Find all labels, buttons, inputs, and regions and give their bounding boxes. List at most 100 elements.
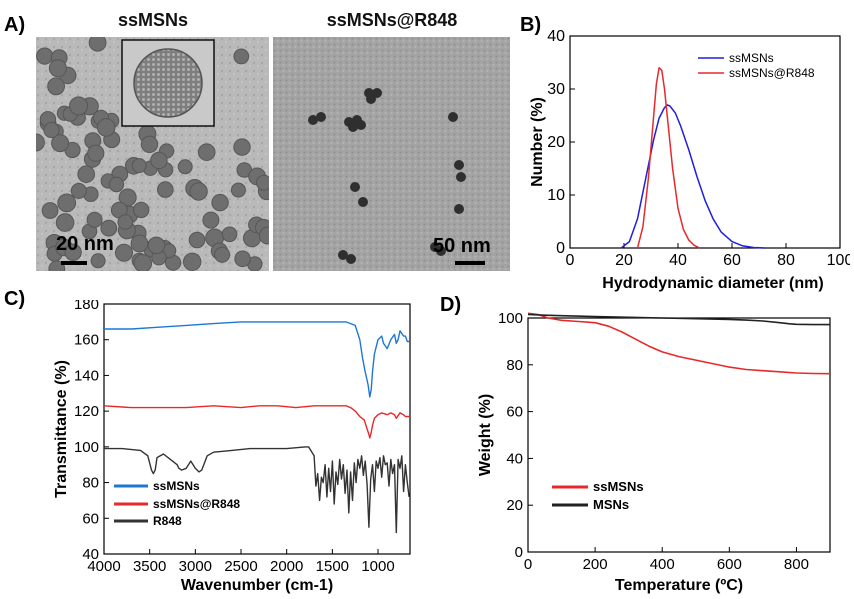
tem-particle <box>183 252 202 271</box>
y-axis-label: Transmittance (%) <box>53 360 70 498</box>
tem-particle <box>118 188 137 207</box>
y-tick-label: 0 <box>556 240 565 257</box>
tem-particle <box>233 48 250 65</box>
scale-bar-label-right: 50 nm <box>433 235 491 257</box>
x-tick-label: 1000 <box>361 558 394 575</box>
x-tick-label: 2000 <box>270 558 303 575</box>
y-tick-label: 10 <box>547 187 565 204</box>
tem-particle <box>358 197 368 207</box>
x-tick-label: 0 <box>524 556 532 573</box>
tem-particle <box>87 144 105 162</box>
x-tick-label: 3500 <box>133 558 166 575</box>
tem-particle <box>51 134 70 153</box>
tem-image-ssmsns-svg <box>36 37 269 271</box>
tem-particle <box>214 246 231 263</box>
x-tick-label: 20 <box>615 252 633 269</box>
tem-particle <box>456 172 466 182</box>
tem-particle <box>197 143 216 161</box>
tem-particle <box>55 213 75 232</box>
scale-bar-label-left: 20 nm <box>56 233 114 255</box>
tem-particle <box>150 151 168 170</box>
tem-particle <box>133 254 153 271</box>
tem-particle <box>140 135 159 154</box>
y-axis-label: Number (%) <box>529 97 546 187</box>
panel-a-letter: A) <box>4 14 26 36</box>
plot-frame <box>103 303 411 555</box>
y-tick-label: 20 <box>547 134 565 151</box>
tem-particle <box>202 211 220 229</box>
x-axis-label: Temperature (ºC) <box>615 577 743 594</box>
tem-particle <box>346 254 356 264</box>
tem-particle <box>177 159 193 175</box>
tem-particle <box>100 219 118 237</box>
series-line-ssmsns-r848 <box>103 405 410 439</box>
x-tick-label: 400 <box>650 556 675 573</box>
chart-b-dls: 0 20 40 60 80 100 0 10 20 30 40 Hydrodynamic diamet… <box>529 28 850 292</box>
y-tick-label: 100 <box>498 310 523 327</box>
tem-particles-ssmsns-r848 <box>308 88 466 264</box>
x-tick-label: 100 <box>827 252 850 269</box>
tem-particle <box>115 243 133 262</box>
x-tick-label: 60 <box>723 252 741 269</box>
y-tick-label: 180 <box>74 300 99 313</box>
tem-particle <box>338 250 348 260</box>
tem-particle <box>211 193 229 212</box>
legend-label: ssMSNs <box>593 479 644 494</box>
tem-image-ssmsns-r848-svg <box>273 37 510 271</box>
series-line-ssmsns <box>104 321 410 398</box>
tem-particle <box>48 260 66 271</box>
tem-image-ssmsns-r848: 50 nm <box>273 37 510 271</box>
series-line-ssmsns-r848 <box>636 67 700 249</box>
panel-b-letter: B) <box>520 14 542 36</box>
x-axis-label: Hydrodynamic diameter (nm) <box>602 275 823 292</box>
tem-particle <box>90 253 106 269</box>
tem-particle <box>188 231 206 249</box>
tem-particle <box>356 120 366 130</box>
x-tick-label: 3000 <box>179 558 212 575</box>
tem-particle <box>57 193 77 213</box>
legend-label: MSNs <box>593 497 629 512</box>
tem-particle <box>221 226 238 243</box>
chart-d-tga: 0 200 400 600 800 0 20 40 60 80 100 Temperature (ºC… <box>477 310 831 594</box>
legend-label: ssMSNs@R848 <box>729 66 815 80</box>
tem-particle <box>308 115 318 125</box>
tem-particle <box>147 236 166 255</box>
plot-frame <box>527 317 831 553</box>
tem-particle <box>70 182 87 199</box>
tem-left-title: ssMSNs <box>117 10 189 30</box>
tem-particle <box>157 181 174 198</box>
y-tick-label: 160 <box>74 332 99 349</box>
x-tick-label: 600 <box>717 556 742 573</box>
x-tick-label: 200 <box>583 556 608 573</box>
y-tick-label: 0 <box>515 544 523 561</box>
series-line-msns <box>527 313 830 326</box>
tem-particle <box>189 182 208 201</box>
tem-particle <box>43 121 60 139</box>
tem-particle <box>234 250 251 268</box>
tem-particle <box>77 165 96 183</box>
panel-d-letter: D) <box>440 294 462 316</box>
y-tick-label: 140 <box>74 367 99 384</box>
y-axis-label: Weight (%) <box>477 394 494 476</box>
legend-label: ssMSNs@R848 <box>153 497 240 511</box>
y-tick-label: 40 <box>506 450 523 467</box>
tem-particle <box>454 160 464 170</box>
y-tick-label: 60 <box>506 404 523 421</box>
tem-particle <box>47 77 65 96</box>
tem-particle <box>88 37 107 52</box>
y-tick-label: 40 <box>547 28 565 45</box>
tem-particle <box>130 234 149 253</box>
tem-particle <box>108 176 125 193</box>
tem-particle <box>48 59 67 78</box>
scale-bar-right <box>455 261 485 265</box>
y-tick-label: 120 <box>74 403 99 420</box>
tem-particle <box>350 182 360 192</box>
tem-particle <box>133 201 150 219</box>
tem-particle <box>117 214 134 230</box>
x-tick-label: 80 <box>777 252 795 269</box>
y-tick-label: 30 <box>547 81 565 98</box>
tem-particle <box>233 138 251 156</box>
x-tick-label: 2500 <box>224 558 257 575</box>
tem-particle <box>41 202 59 219</box>
y-tick-label: 60 <box>82 510 99 527</box>
